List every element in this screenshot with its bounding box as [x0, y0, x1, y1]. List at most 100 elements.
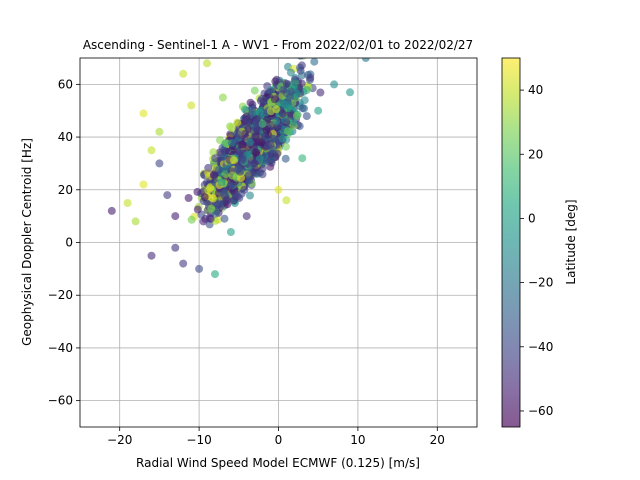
data-point: [283, 127, 292, 136]
colorbar: [501, 57, 521, 428]
data-point: [187, 101, 196, 110]
data-point: [203, 59, 211, 68]
colorbar-label: Latitude [deg]: [564, 199, 578, 284]
data-point: [163, 191, 172, 200]
data-point: [306, 73, 315, 82]
data-point: [270, 95, 279, 104]
data-point: [222, 196, 231, 205]
data-point: [250, 159, 259, 168]
data-point: [251, 124, 260, 133]
data-point: [221, 139, 230, 148]
data-point: [257, 95, 266, 103]
data-point: [242, 112, 251, 121]
y-axis-ticks: −60 −40 −20 0 20 40 60: [48, 77, 80, 408]
data-point: [271, 77, 280, 86]
data-point: [234, 164, 243, 173]
data-point: [246, 138, 254, 147]
data-point: [286, 68, 295, 77]
data-point: [227, 138, 236, 147]
data-point: [209, 148, 218, 157]
data-point: [282, 196, 291, 205]
data-point: [230, 156, 238, 165]
data-point: [292, 111, 301, 120]
data-point: [266, 107, 275, 116]
data-point: [200, 193, 209, 202]
data-point: [279, 85, 288, 94]
y-axis-label: Geophysical Doppler Centroid [Hz]: [20, 138, 34, 346]
data-point: [314, 106, 323, 115]
data-point: [237, 174, 245, 183]
y-tick-label: 0: [65, 236, 73, 250]
data-point: [215, 165, 223, 174]
data-point: [297, 58, 304, 60]
data-point: [298, 104, 307, 113]
data-point: [252, 148, 261, 157]
data-point: [316, 88, 325, 97]
data-point: [228, 123, 236, 132]
data-point: [281, 100, 290, 109]
data-point: [211, 270, 219, 279]
data-point: [207, 204, 216, 213]
data-point: [242, 212, 251, 221]
data-point: [291, 78, 300, 86]
data-point: [226, 131, 235, 140]
data-point: [218, 93, 227, 102]
data-point: [295, 122, 304, 131]
colorbar-tick-label: −20: [528, 276, 553, 290]
x-tick-label: −20: [107, 433, 132, 447]
data-point: [147, 146, 156, 155]
data-point: [278, 109, 287, 118]
data-point: [147, 251, 156, 260]
y-tick-label: −60: [48, 394, 73, 408]
data-point: [220, 189, 228, 198]
data-point: [282, 142, 290, 151]
data-point: [361, 58, 370, 62]
x-tick-label: 10: [350, 433, 365, 447]
colorbar-tick-label: 40: [528, 83, 543, 97]
data-point: [244, 171, 253, 180]
data-point: [209, 170, 218, 179]
data-point: [171, 212, 180, 221]
data-point: [233, 118, 242, 127]
data-point: [282, 79, 291, 88]
data-point: [240, 185, 249, 194]
y-tick-label: 60: [58, 77, 73, 91]
data-point: [302, 112, 311, 121]
data-point: [238, 140, 247, 149]
colorbar-ticks: −60 −40 −20 0 20 40: [520, 83, 553, 418]
y-tick-label: −40: [48, 341, 73, 355]
data-point: [302, 86, 311, 94]
data-point: [246, 191, 254, 200]
x-tick-label: 0: [275, 433, 283, 447]
y-tick-label: 20: [58, 183, 73, 197]
data-point: [155, 159, 164, 168]
data-point: [278, 134, 287, 143]
data-point: [346, 88, 354, 97]
data-point: [258, 164, 267, 173]
data-point: [241, 129, 250, 138]
data-point: [250, 86, 259, 95]
data-point: [226, 228, 235, 236]
data-point: [201, 214, 210, 223]
y-tick-label: −20: [48, 288, 73, 302]
data-point: [241, 105, 249, 114]
data-point: [300, 96, 309, 105]
colorbar-tick-label: −60: [528, 404, 553, 418]
x-tick-label: 20: [430, 433, 445, 447]
data-point: [155, 127, 164, 136]
data-point: [298, 71, 306, 80]
data-point: [255, 154, 264, 163]
data-point: [123, 199, 132, 207]
data-points: [107, 58, 370, 279]
x-tick-label: −10: [186, 433, 211, 447]
data-point: [330, 80, 339, 89]
data-point: [179, 259, 188, 268]
data-point: [171, 243, 180, 252]
data-point: [221, 148, 230, 157]
data-point: [217, 178, 226, 187]
data-point: [226, 181, 235, 190]
data-point: [206, 184, 215, 193]
data-point: [238, 154, 247, 163]
